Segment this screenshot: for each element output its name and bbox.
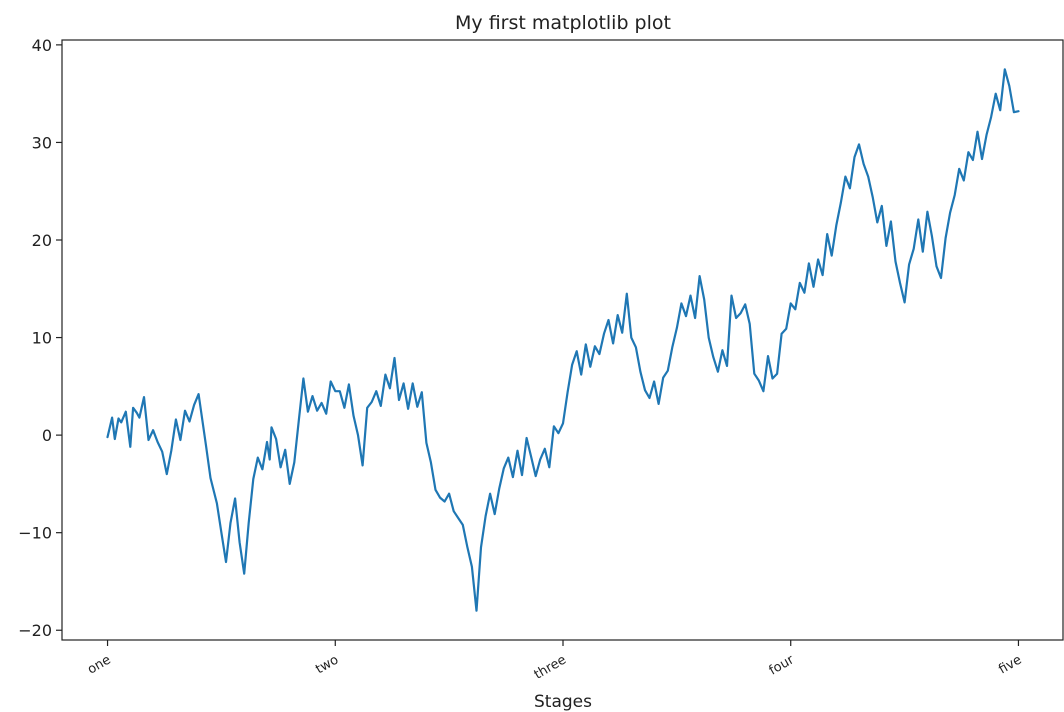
chart-title: My first matplotlib plot bbox=[455, 12, 671, 34]
y-tick-label: 40 bbox=[32, 36, 52, 55]
x-tick-label: one bbox=[85, 652, 113, 677]
plot-frame bbox=[61, 39, 1064, 641]
series-line bbox=[106, 68, 1020, 612]
y-tick-label: 10 bbox=[32, 329, 52, 348]
y-tick-label: 30 bbox=[32, 133, 52, 152]
x-tick-label: three bbox=[532, 652, 569, 682]
x-axis-label: Stages bbox=[534, 692, 592, 712]
x-axis-ticks: one two three four five bbox=[85, 640, 1024, 683]
x-tick-label: five bbox=[996, 652, 1024, 677]
y-tick-label: 20 bbox=[32, 231, 52, 250]
x-tick-label: four bbox=[767, 652, 798, 678]
y-tick-label: 0 bbox=[42, 426, 52, 445]
y-tick-label: −10 bbox=[18, 524, 52, 543]
y-tick-label: −20 bbox=[18, 621, 52, 640]
y-axis-ticks: −20 −10 0 10 20 30 40 bbox=[18, 36, 62, 640]
x-tick-label: two bbox=[313, 652, 341, 677]
